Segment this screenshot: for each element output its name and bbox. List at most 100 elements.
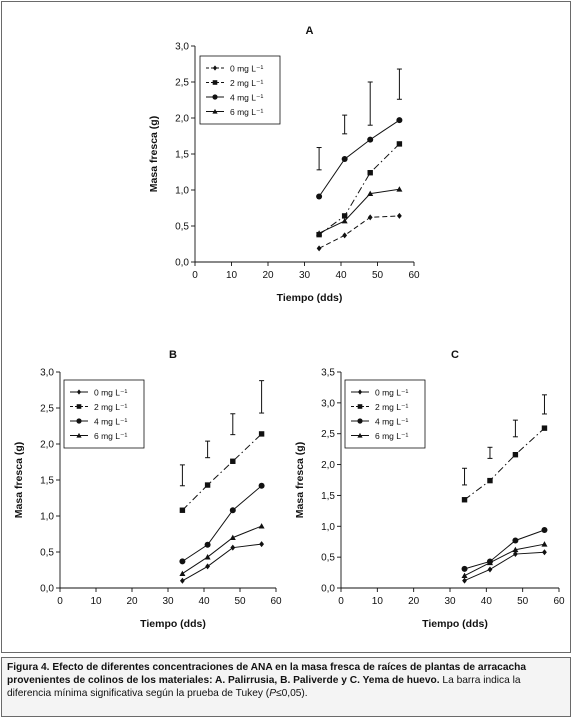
- data-point: [396, 186, 403, 192]
- figure-frame: [1, 1, 571, 653]
- data-point: [487, 477, 493, 484]
- caption-text: La barra indica la diferencia mínima sig…: [7, 675, 521, 700]
- caption-label: Figura 4.: [7, 662, 50, 673]
- data-point: [541, 425, 548, 431]
- data-point: [204, 541, 211, 548]
- x-tick-label: 40: [198, 596, 210, 607]
- lsd-bar: [462, 467, 468, 486]
- x-axis-label-b: Tiempo (dds): [140, 618, 206, 630]
- series-a-2: [316, 117, 403, 200]
- data-point: [258, 523, 265, 529]
- data-point: [179, 507, 186, 513]
- legend-marker: [212, 80, 218, 85]
- chart-title-c: C: [451, 349, 459, 361]
- legend-marker: [76, 404, 82, 409]
- x-tick-label: 20: [408, 596, 420, 607]
- series-line: [464, 427, 545, 501]
- x-tick-label: 0: [57, 596, 63, 607]
- data-point: [541, 526, 548, 533]
- y-tick-label: 1,0: [40, 512, 54, 523]
- data-point: [341, 213, 348, 219]
- series-line: [464, 551, 545, 582]
- data-point: [513, 551, 518, 558]
- data-point: [461, 497, 468, 503]
- series-a-3: [316, 186, 403, 236]
- series-c-2: [461, 526, 548, 572]
- data-point: [180, 577, 185, 584]
- data-point: [461, 565, 468, 572]
- y-tick-label: 0,5: [175, 222, 189, 233]
- caption-p-symbol: P: [269, 688, 276, 700]
- data-point: [341, 156, 348, 163]
- x-tick-label: 50: [234, 596, 246, 607]
- series-line: [182, 433, 262, 511]
- data-point: [397, 212, 402, 219]
- data-point: [541, 541, 548, 547]
- lsd-bar: [316, 147, 322, 171]
- x-tick-label: 50: [517, 596, 529, 607]
- data-point: [367, 214, 373, 221]
- lsd-bar: [259, 380, 265, 414]
- data-point: [367, 170, 373, 176]
- y-tick-label: 3,0: [321, 398, 335, 409]
- chart-title-b: B: [169, 349, 177, 361]
- x-tick-label: 30: [299, 270, 311, 281]
- data-point: [396, 141, 403, 147]
- legend-label: 2 mg L⁻¹: [375, 402, 408, 412]
- legend-label: 0 mg L⁻¹: [230, 64, 263, 74]
- legend-label: 2 mg L⁻¹: [230, 78, 263, 88]
- series-line: [182, 485, 262, 562]
- figure-caption: Figura 4. Efecto de diferentes concentra…: [1, 657, 571, 717]
- legend-label: 6 mg L⁻¹: [375, 431, 408, 441]
- x-tick-label: 10: [372, 596, 384, 607]
- x-tick-label: 0: [192, 270, 198, 281]
- caption-p-value: ≤0,05).: [275, 688, 308, 700]
- series-line: [464, 543, 545, 577]
- x-tick-label: 20: [126, 596, 138, 607]
- data-point: [542, 549, 547, 556]
- y-tick-label: 2,5: [321, 429, 335, 440]
- y-tick-label: 1,5: [321, 491, 335, 502]
- y-tick-label: 2,0: [175, 114, 189, 125]
- series-c-0: [462, 549, 547, 584]
- data-point: [512, 546, 519, 553]
- x-tick-label: 10: [90, 596, 102, 607]
- legend-marker: [357, 389, 363, 395]
- data-point: [230, 544, 236, 551]
- lsd-bar: [205, 440, 211, 459]
- series-b-3: [179, 523, 265, 576]
- legend-marker: [212, 94, 218, 100]
- lsd-bar: [396, 68, 402, 100]
- y-tick-label: 3,0: [175, 42, 189, 53]
- legend-label: 6 mg L⁻¹: [230, 107, 263, 117]
- y-tick-label: 2,5: [40, 404, 54, 415]
- data-point: [204, 482, 211, 488]
- data-point: [512, 537, 519, 544]
- series-line: [318, 215, 400, 249]
- lsd-bar: [541, 394, 547, 415]
- lsd-bar: [342, 114, 348, 135]
- legend-marker: [357, 404, 363, 409]
- data-point: [230, 458, 236, 464]
- data-point: [205, 563, 210, 570]
- x-tick-label: 0: [338, 596, 344, 607]
- data-point: [204, 554, 211, 560]
- lsd-bar: [487, 446, 493, 459]
- series-b-2: [179, 482, 265, 565]
- series-c-3: [461, 541, 548, 579]
- x-tick-label: 30: [444, 596, 456, 607]
- data-point: [396, 117, 403, 124]
- series-b-0: [180, 541, 264, 584]
- x-axis-label-c: Tiempo (dds): [422, 618, 488, 630]
- x-tick-label: 20: [262, 270, 274, 281]
- x-tick-label: 60: [270, 596, 282, 607]
- data-point: [367, 136, 374, 143]
- legend-marker: [357, 418, 363, 424]
- x-tick-label: 40: [335, 270, 347, 281]
- y-axis-label-b: Masa fresca (g): [13, 442, 25, 518]
- data-point: [461, 572, 468, 579]
- series-c-1: [461, 425, 548, 503]
- y-tick-label: 0,0: [40, 584, 54, 595]
- legend-label: 0 mg L⁻¹: [375, 388, 408, 398]
